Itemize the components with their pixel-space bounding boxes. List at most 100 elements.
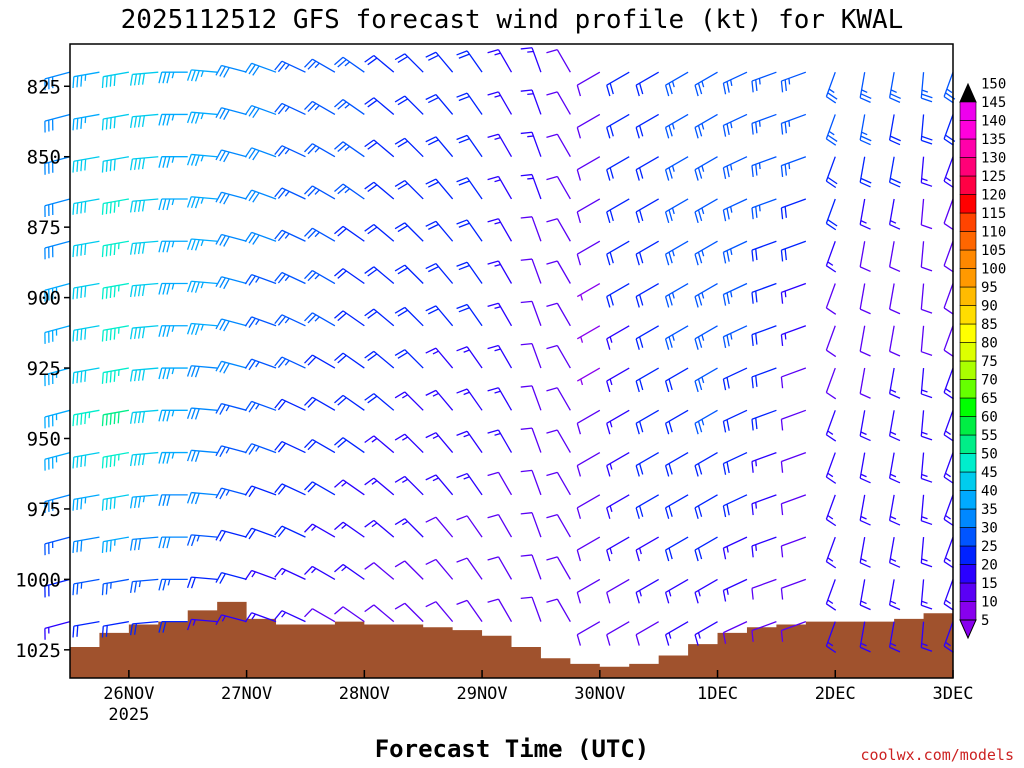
wind-barb-feather bbox=[751, 376, 754, 389]
wind-barb-shaft bbox=[312, 269, 336, 285]
wind-barb bbox=[825, 494, 837, 527]
wind-barb-feather bbox=[638, 125, 644, 137]
wind-barb-feather bbox=[664, 169, 670, 181]
wind-barb-feather bbox=[215, 572, 223, 583]
wind-barb-feather bbox=[606, 549, 611, 562]
wind-barb bbox=[394, 602, 424, 623]
wind-barb-feather bbox=[394, 602, 406, 610]
wind-barb-shaft bbox=[751, 451, 777, 463]
wind-barb-shaft bbox=[781, 536, 807, 547]
wind-barb-shaft bbox=[281, 610, 306, 623]
wind-barb-shaft bbox=[404, 602, 424, 623]
wind-barb-shaft bbox=[751, 367, 777, 378]
colorbar-label: 125 bbox=[981, 169, 1006, 185]
wind-barb-feather bbox=[671, 80, 675, 88]
wind-barb-shaft bbox=[466, 50, 483, 73]
wind-barb bbox=[635, 325, 659, 350]
wind-barb-feather bbox=[432, 350, 439, 355]
wind-barb-feather bbox=[113, 497, 116, 509]
wind-barb bbox=[72, 536, 100, 553]
wind-barb bbox=[334, 225, 365, 242]
wind-barb-feather bbox=[162, 241, 167, 253]
wind-barb-feather bbox=[826, 603, 837, 611]
wind-barb-feather bbox=[580, 336, 584, 343]
wind-barb-feather bbox=[664, 549, 670, 562]
wind-barb-feather bbox=[137, 538, 142, 550]
wind-barb-shaft bbox=[723, 113, 748, 127]
wind-barb-shaft bbox=[556, 429, 571, 453]
wind-barb-feather bbox=[105, 245, 108, 257]
wind-barb bbox=[694, 240, 718, 266]
wind-barb bbox=[487, 218, 513, 242]
wind-barb-feather bbox=[311, 567, 317, 574]
wind-barb bbox=[943, 621, 954, 653]
wind-barb-feather bbox=[606, 127, 611, 139]
wind-barb-feather bbox=[668, 125, 673, 137]
wind-barb-feather bbox=[889, 97, 901, 103]
wind-barb-feather bbox=[546, 513, 558, 519]
colorbar-swatch bbox=[959, 397, 977, 417]
wind-barb-shaft bbox=[44, 71, 71, 80]
colorbar-swatch bbox=[959, 249, 977, 269]
wind-barb-feather bbox=[487, 387, 499, 392]
wind-barb-feather bbox=[726, 81, 730, 93]
wind-barb-shaft bbox=[221, 191, 247, 200]
wind-barb-shaft bbox=[342, 141, 365, 158]
wind-barb-feather bbox=[425, 51, 437, 58]
colorbar-max-arrow bbox=[959, 82, 977, 103]
wind-barb bbox=[888, 114, 901, 146]
wind-barb-shaft bbox=[943, 114, 954, 140]
wind-barb-feather bbox=[520, 385, 533, 388]
wind-barb-feather bbox=[109, 540, 112, 552]
wind-barb-feather bbox=[668, 378, 673, 391]
wind-barb bbox=[72, 451, 100, 469]
wind-barb-feather bbox=[137, 454, 142, 466]
wind-barb-shaft bbox=[825, 283, 836, 309]
wind-barb-feather bbox=[730, 290, 733, 298]
wind-barb-feather bbox=[701, 334, 705, 341]
wind-barb bbox=[304, 354, 336, 369]
wind-barb-shaft bbox=[556, 133, 571, 158]
wind-barb bbox=[780, 367, 807, 389]
wind-barb-shaft bbox=[531, 470, 542, 496]
wind-barb-feather bbox=[367, 268, 378, 277]
wind-barb-feather bbox=[694, 465, 699, 477]
wind-barb-feather bbox=[281, 611, 287, 618]
wind-barb-feather bbox=[284, 233, 290, 239]
wind-barb-feather bbox=[921, 89, 929, 93]
colorbar-swatch bbox=[959, 379, 977, 399]
wind-barb-feather bbox=[244, 401, 253, 412]
wind-barb-shaft bbox=[859, 325, 866, 352]
credit-link[interactable]: coolwx.com/models bbox=[860, 746, 1014, 764]
wind-barb-feather bbox=[432, 477, 439, 482]
wind-barb-feather bbox=[248, 317, 256, 329]
wind-barb-feather bbox=[166, 241, 171, 253]
wind-barb bbox=[274, 356, 306, 369]
wind-barb-feather bbox=[921, 642, 928, 647]
wind-barb-feather bbox=[751, 334, 754, 347]
wind-barb-shaft bbox=[723, 451, 748, 465]
colorbar-label: 35 bbox=[981, 502, 998, 518]
wind-barb-feather bbox=[141, 326, 145, 339]
wind-barb-shaft bbox=[781, 621, 807, 632]
wind-barb-feather bbox=[394, 137, 406, 145]
wind-barb-feather bbox=[84, 285, 87, 298]
wind-barb bbox=[635, 494, 659, 519]
wind-barb bbox=[215, 191, 247, 205]
wind-barb-feather bbox=[668, 167, 673, 179]
wind-barb-feather bbox=[113, 159, 116, 171]
wind-barb-feather bbox=[166, 283, 171, 295]
wind-barb-feather bbox=[456, 557, 468, 563]
wind-barb-shaft bbox=[665, 282, 689, 298]
wind-barb-feather bbox=[456, 177, 468, 183]
wind-barb-shaft bbox=[312, 185, 336, 200]
wind-barb-feather bbox=[827, 219, 838, 227]
wind-barb-feather bbox=[80, 286, 83, 298]
wind-barb-shaft bbox=[132, 113, 159, 118]
wind-barb-feather bbox=[576, 465, 582, 477]
wind-barb-feather bbox=[337, 270, 347, 279]
wind-barb bbox=[158, 240, 188, 253]
wind-barb bbox=[694, 113, 718, 139]
wind-barb-shaft bbox=[373, 181, 395, 200]
wind-barb bbox=[186, 618, 218, 631]
